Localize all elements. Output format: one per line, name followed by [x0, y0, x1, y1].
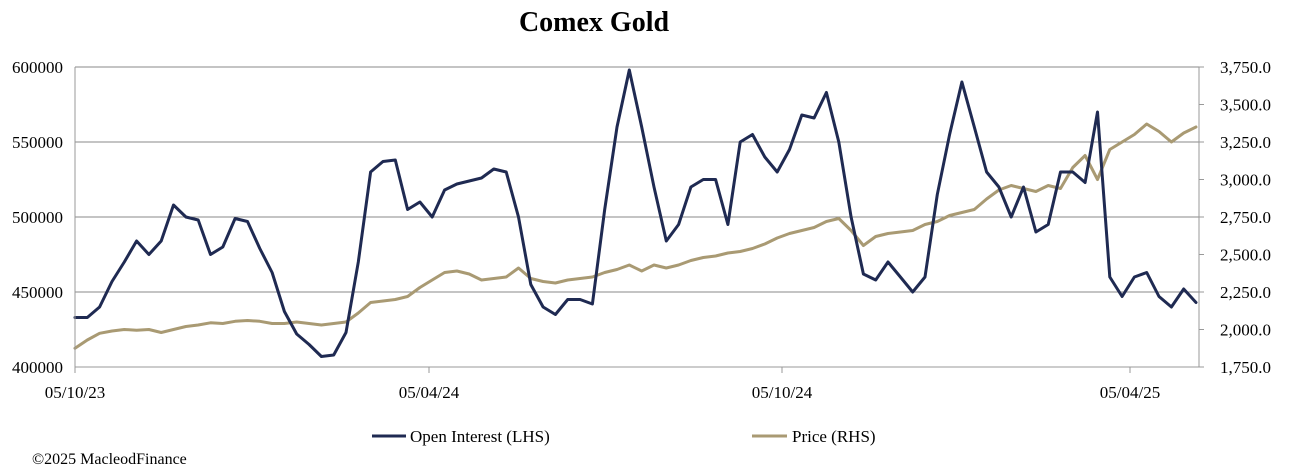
- right-tick-label: 3,250.0: [1220, 133, 1271, 152]
- right-tick-label: 2,500.0: [1220, 246, 1271, 265]
- left-tick-label: 400000: [12, 358, 63, 377]
- right-tick-label: 3,000.0: [1220, 171, 1271, 190]
- left-tick-label: 500000: [12, 208, 63, 227]
- x-tick-label: 05/04/25: [1100, 383, 1160, 402]
- left-tick-label: 550000: [12, 133, 63, 152]
- right-tick-label: 2,750.0: [1220, 208, 1271, 227]
- price-line: [73, 122, 1198, 350]
- legend-label-price: Price (RHS): [792, 427, 876, 446]
- left-tick-label: 600000: [12, 58, 63, 77]
- legend: Open Interest (LHS) Price (RHS): [372, 427, 876, 446]
- x-tick-label: 05/10/24: [752, 383, 813, 402]
- left-axis-ticks: 400000 450000 500000 550000 600000: [12, 58, 63, 377]
- legend-label-open-interest: Open Interest (LHS): [410, 427, 550, 446]
- copyright-text: ©2025 MacleodFinance: [32, 451, 187, 468]
- right-tick-label: 2,000.0: [1220, 321, 1271, 340]
- right-tick-label: 3,750.0: [1220, 58, 1271, 77]
- open-interest-line: [73, 68, 1198, 358]
- left-tick-label: 450000: [12, 283, 63, 302]
- series-lines: [73, 68, 1198, 358]
- right-axis-ticks: 1,750.0 2,000.0 2,250.0 2,500.0 2,750.0 3,000…: [1199, 58, 1271, 377]
- right-tick-label: 1,750.0: [1220, 358, 1271, 377]
- right-tick-label: 2,250.0: [1220, 283, 1271, 302]
- x-tick-label: 05/10/23: [45, 383, 105, 402]
- x-tick-label: 05/04/24: [399, 383, 460, 402]
- right-tick-label: 3,500.0: [1220, 96, 1271, 115]
- chart-title: Comex Gold: [519, 7, 670, 38]
- x-axis-ticks: 05/10/23 05/04/24 05/10/24 05/04/25: [45, 367, 1160, 402]
